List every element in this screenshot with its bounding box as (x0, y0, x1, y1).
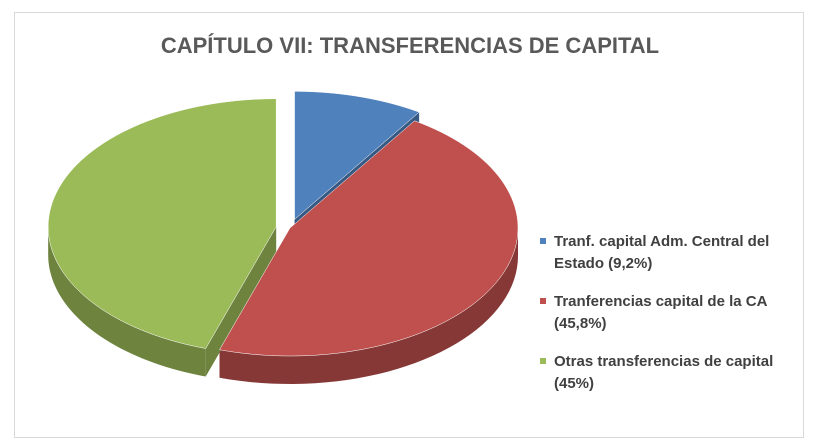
legend-entry: Otras transferencias de capital (45%) (540, 351, 800, 395)
pie-slice (294, 91, 420, 220)
chart-frame: CAPÍTULO VII: TRANSFERENCIAS DE CAPITAL … (14, 12, 804, 438)
legend-swatch (540, 238, 546, 244)
chart-title: CAPÍTULO VII: TRANSFERENCIAS DE CAPITAL (160, 33, 660, 58)
legend-label: Otras transferencias de capital (45%) (554, 353, 774, 392)
legend-entry: Tranf. capital Adm. Central del Estado (… (540, 231, 800, 275)
slice-edge (205, 226, 277, 377)
legend-swatch (540, 298, 546, 304)
slice-wall (219, 228, 518, 384)
legend-label: Tranferencias capital de la CA (45,8%) (554, 293, 767, 332)
pie (47, 91, 519, 384)
pie-slice (47, 98, 277, 349)
slice-tops (47, 91, 519, 357)
legend-entry: Tranferencias capital de la CA (45,8%) (540, 291, 800, 335)
legend-label: Tranf. capital Adm. Central del Estado (… (554, 233, 770, 272)
pie-slice (219, 120, 519, 357)
legend: Tranf. capital Adm. Central del Estado (… (540, 231, 800, 411)
legend-swatch (540, 358, 546, 364)
